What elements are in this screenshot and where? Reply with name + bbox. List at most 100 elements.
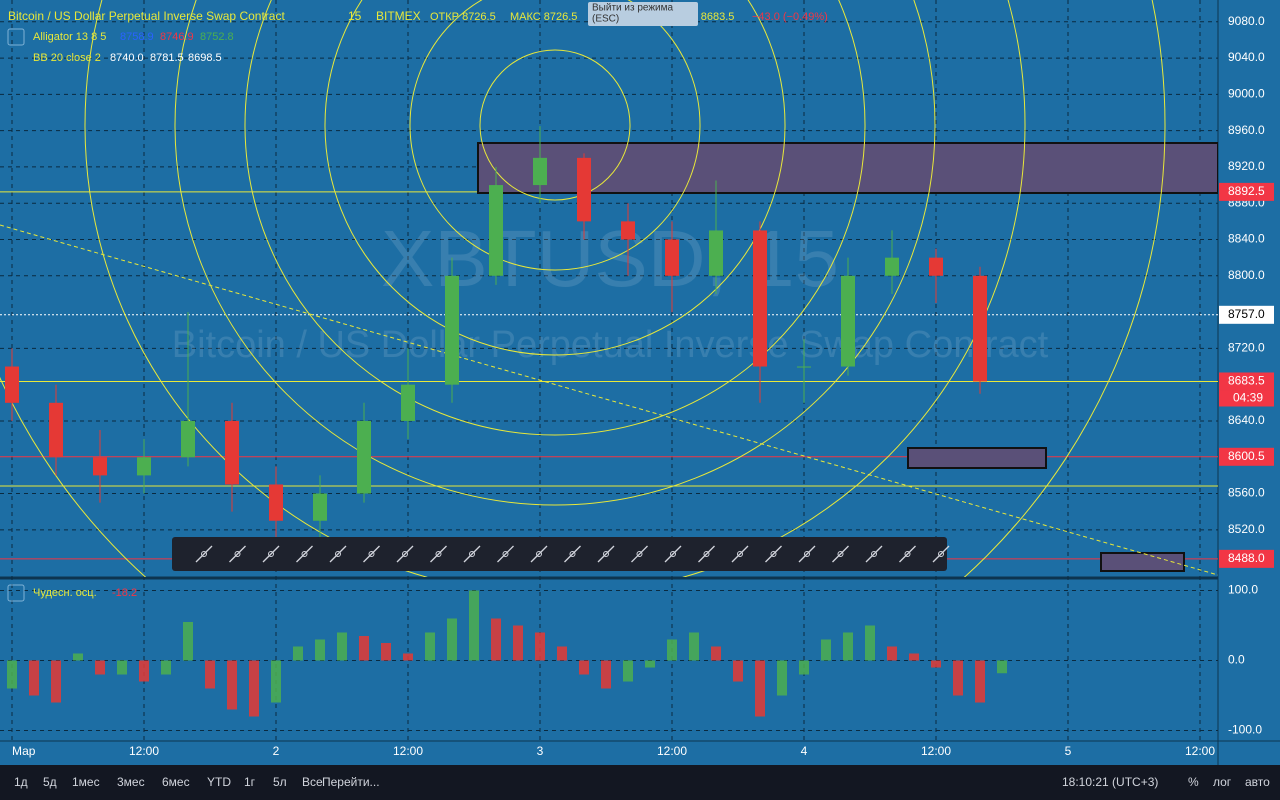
tool-icon[interactable] [363, 545, 380, 563]
tool-icon[interactable] [201, 551, 207, 557]
tool-icon[interactable] [737, 551, 743, 557]
tool-icon[interactable] [229, 545, 246, 563]
tool-icon[interactable] [631, 545, 648, 563]
tool-icon[interactable] [469, 551, 475, 557]
tool-icon[interactable] [664, 545, 682, 563]
tool-icon[interactable] [798, 545, 816, 563]
tool-icon[interactable] [368, 551, 375, 557]
scale-option[interactable]: лог [1213, 775, 1232, 789]
tool-icon[interactable] [597, 545, 615, 563]
tool-icon[interactable] [262, 545, 280, 563]
fib-arc[interactable] [174, 0, 936, 506]
tool-icon[interactable] [268, 551, 274, 557]
tool-icon[interactable] [865, 545, 883, 563]
tool-icon[interactable] [536, 551, 542, 557]
osc-bar [799, 660, 809, 675]
osc-bar [931, 660, 941, 668]
tool-icon[interactable] [636, 551, 643, 557]
osc-tick-label: 0.0 [1228, 653, 1245, 667]
collapse-button[interactable] [7, 584, 25, 602]
tool-icon[interactable] [396, 545, 414, 563]
tool-icon[interactable] [463, 545, 481, 563]
osc-tick-label: 100.0 [1228, 583, 1258, 597]
tool-icon[interactable] [530, 545, 548, 563]
tool-icon[interactable] [932, 545, 950, 563]
osc-bar [513, 625, 523, 661]
range-button[interactable]: Все [302, 775, 323, 789]
tool-icon[interactable] [938, 551, 944, 557]
osc-bar [425, 632, 435, 661]
candle-body [929, 257, 943, 276]
tool-icon[interactable] [904, 551, 911, 557]
tool-icon[interactable] [301, 551, 308, 557]
goto-button[interactable]: Перейти... [322, 775, 380, 789]
tool-icon[interactable] [502, 551, 509, 557]
bottom-bar [0, 765, 1280, 800]
price-tag [1219, 305, 1274, 324]
price-tick-label: 8720.0 [1228, 341, 1265, 355]
tool-icon[interactable] [564, 545, 581, 563]
range-button[interactable]: 3мес [117, 775, 145, 789]
trend-line[interactable] [0, 224, 1218, 576]
tool-icon[interactable] [731, 545, 749, 563]
tool-icon[interactable] [234, 551, 241, 557]
tool-icon[interactable] [603, 551, 609, 557]
rectangle-drawing[interactable] [1100, 552, 1185, 572]
range-button[interactable]: 1г [244, 775, 256, 789]
rectangle-drawing[interactable] [477, 142, 1218, 194]
tool-icon[interactable] [670, 551, 676, 557]
fib-arc[interactable] [324, 0, 786, 356]
tool-icon[interactable] [296, 545, 313, 563]
scale-option[interactable]: % [1188, 775, 1199, 789]
tooltip-text: Выйти из режима [592, 3, 673, 14]
osc-bar [975, 660, 985, 703]
time-label: 12:00 [393, 744, 423, 758]
tool-icon[interactable] [195, 545, 213, 563]
candle-body [797, 366, 811, 368]
range-button[interactable]: 6мес [162, 775, 190, 789]
tool-icon[interactable] [698, 545, 715, 563]
tool-icon[interactable] [430, 545, 447, 563]
tool-icon[interactable] [832, 545, 849, 563]
osc-bar [359, 636, 369, 661]
osc-bar [623, 660, 633, 682]
fib-arc[interactable] [0, 0, 1166, 735]
range-button[interactable]: 5л [273, 775, 287, 789]
osc-bar [7, 660, 17, 689]
oscillator-name: Чудесн. осц. [33, 587, 97, 599]
time-label: 4 [801, 744, 808, 758]
osc-bar [447, 618, 457, 661]
range-button[interactable]: 1мес [72, 775, 100, 789]
tool-icon[interactable] [804, 551, 810, 557]
tool-icon[interactable] [770, 551, 777, 557]
osc-bar [953, 660, 963, 696]
tool-icon[interactable] [497, 545, 514, 563]
tool-icon[interactable] [329, 545, 347, 563]
fib-arc[interactable] [409, 0, 701, 271]
tool-icon[interactable] [435, 551, 442, 557]
fib-arc[interactable] [244, 0, 866, 436]
rectangle-drawing[interactable] [907, 447, 1047, 469]
candle-body [93, 457, 107, 476]
osc-bar [117, 660, 127, 675]
tool-icon[interactable] [335, 551, 341, 557]
fib-arc[interactable] [479, 49, 631, 201]
collapse-button[interactable] [7, 28, 25, 46]
range-button[interactable]: 5д [43, 775, 57, 789]
indicator-value: 8698.5 [188, 52, 222, 64]
tool-icon[interactable] [703, 551, 710, 557]
tool-icon[interactable] [402, 551, 408, 557]
fib-arc[interactable] [84, 0, 1026, 595]
tool-icon[interactable] [765, 545, 782, 563]
tool-icon[interactable] [837, 551, 844, 557]
osc-bar [777, 660, 787, 696]
scale-option[interactable]: авто [1245, 775, 1270, 789]
range-button[interactable]: 1д [14, 775, 28, 789]
range-button[interactable]: YTD [207, 775, 231, 789]
watermark: Bitcoin / US Dollar Perpetual Inverse Sw… [172, 324, 1049, 366]
tool-icon[interactable] [899, 545, 916, 563]
osc-bar [249, 660, 259, 717]
tool-icon[interactable] [569, 551, 576, 557]
candle-body [489, 185, 503, 276]
tool-icon[interactable] [871, 551, 877, 557]
